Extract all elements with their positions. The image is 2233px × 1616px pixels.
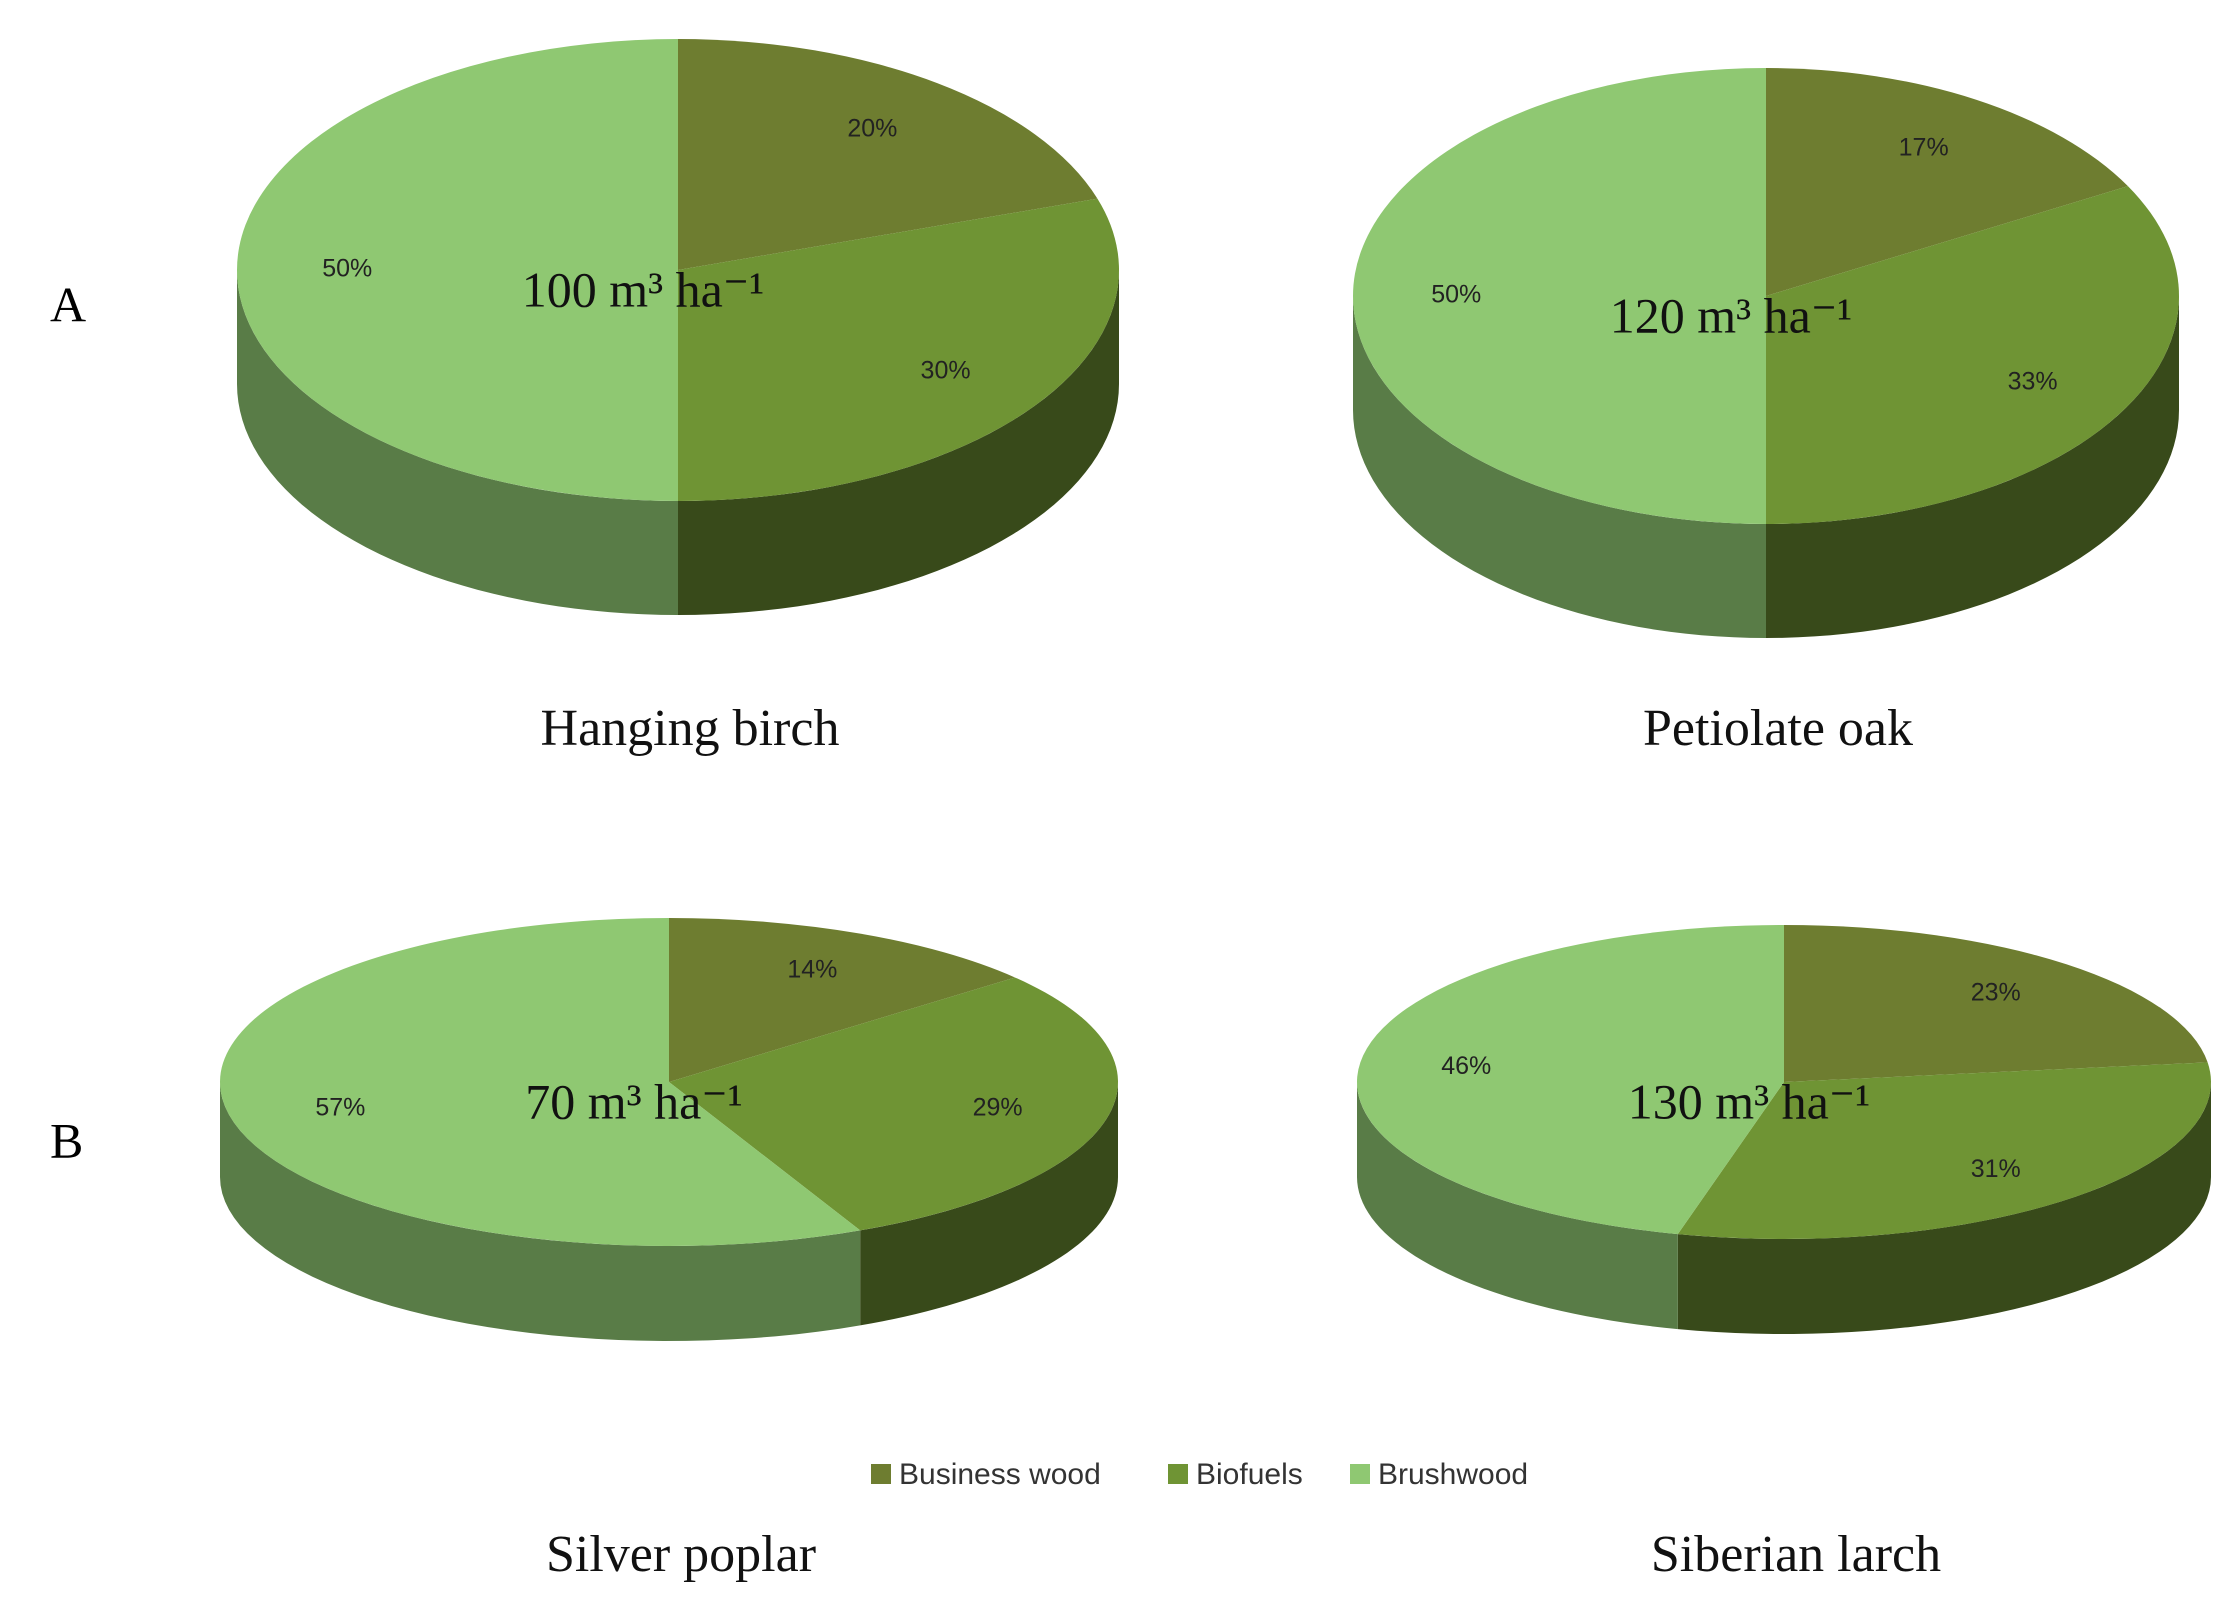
slice: [1784, 925, 2208, 1082]
slice-label: 33%: [2008, 368, 2058, 396]
slice-side: [1677, 1082, 2211, 1334]
slice: [669, 918, 1015, 1082]
slice: [1353, 68, 1766, 524]
slice-label: 31%: [1971, 1155, 2021, 1183]
chart-title: Hanging birch: [541, 700, 840, 757]
slice: [219, 918, 861, 1246]
legend-swatch: [1168, 1464, 1188, 1484]
legend-swatch: [1350, 1464, 1370, 1484]
slice: [1357, 925, 1784, 1235]
slice-label: 20%: [847, 114, 897, 142]
slice-side: [237, 270, 678, 615]
slice: [1677, 1062, 2211, 1239]
slice-side: [1353, 296, 1766, 638]
slice: [1766, 186, 2179, 524]
center-annotation: 70 m³ ha⁻¹: [525, 1073, 742, 1129]
chart-title: Silver poplar: [546, 1526, 816, 1583]
center-annotation: 100 m³ ha⁻¹: [522, 261, 764, 317]
slice-label: 29%: [973, 1093, 1023, 1121]
legend-label: Business wood: [899, 1458, 1101, 1491]
slice-label: 17%: [1899, 133, 1949, 161]
legend-swatch: [871, 1464, 891, 1484]
slice-label: 14%: [787, 955, 837, 983]
slice-label: 57%: [315, 1093, 365, 1121]
slice: [678, 39, 1098, 270]
panel-label: B: [50, 1112, 83, 1168]
slice-label: 23%: [1971, 978, 2021, 1006]
center-annotation: 120 m³ ha⁻¹: [1610, 287, 1852, 343]
slice: [678, 198, 1119, 502]
chart-title: Siberian larch: [1651, 1526, 1941, 1583]
slice-side: [860, 1082, 1118, 1326]
slice: [237, 39, 678, 501]
slice-side: [678, 270, 1119, 615]
slice-side: [220, 1082, 861, 1341]
slice-side: [1357, 1082, 1678, 1330]
legend-label: Brushwood: [1378, 1458, 1528, 1491]
chart-title: Petiolate oak: [1643, 700, 1913, 757]
legend-label: Biofuels: [1196, 1458, 1303, 1491]
slice-label: 46%: [1441, 1052, 1491, 1080]
slice-label: 50%: [322, 255, 372, 283]
panel-label: A: [50, 276, 86, 332]
slice-label: 30%: [921, 356, 971, 384]
slice-side: [1766, 296, 2179, 638]
slice: [1766, 68, 2128, 296]
slice: [669, 977, 1118, 1231]
slice-label: 50%: [1431, 281, 1481, 309]
center-annotation: 130 m³ ha⁻¹: [1628, 1073, 1870, 1129]
